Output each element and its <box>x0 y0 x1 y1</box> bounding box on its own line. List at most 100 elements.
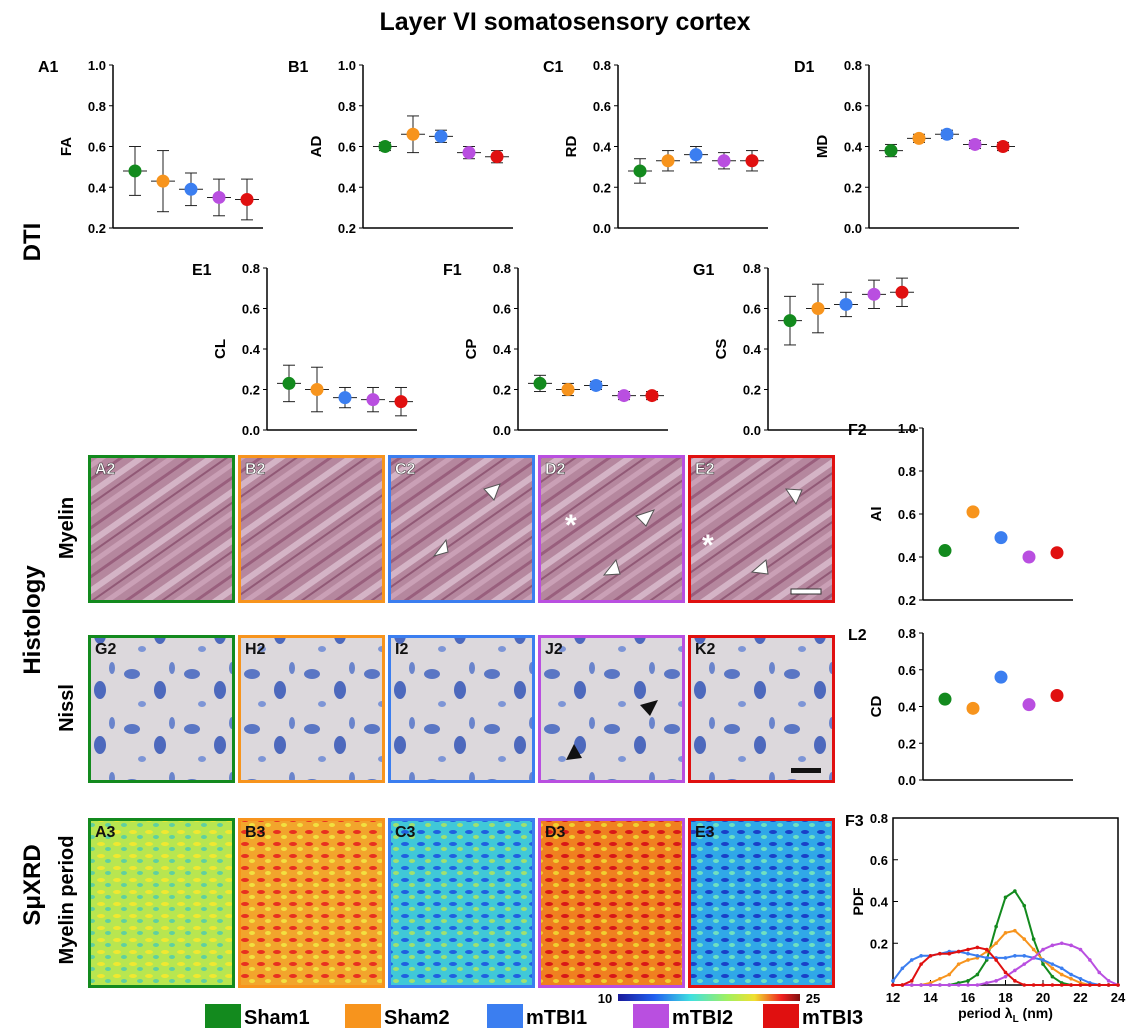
data-point <box>1116 983 1120 987</box>
data-point <box>1003 895 1008 900</box>
x-label-part: period λ <box>958 1005 1013 1021</box>
data-point <box>1050 962 1055 966</box>
y-tick-label: 0.8 <box>870 811 888 826</box>
point <box>1022 550 1036 564</box>
point <box>884 144 898 158</box>
y-label: MD <box>814 135 831 158</box>
point <box>966 505 980 519</box>
data-point <box>984 956 989 960</box>
data-point <box>1003 974 1008 979</box>
panel-label: A2 <box>95 461 116 478</box>
y-tick-label: 0.4 <box>743 342 762 357</box>
y-label: AD <box>308 136 325 158</box>
image-panel <box>388 455 535 603</box>
row-label: Myelin period <box>56 836 78 965</box>
data-point <box>956 962 961 966</box>
asterisk: * <box>565 509 577 542</box>
y-tick-label: 0.4 <box>338 180 357 195</box>
y-label: FA <box>58 137 75 156</box>
data-point <box>919 983 923 987</box>
point <box>1050 546 1064 560</box>
x-tick-label: 16 <box>961 990 975 1005</box>
x-tick-label: 14 <box>923 990 938 1005</box>
data-point <box>900 966 905 971</box>
data-point <box>938 951 942 956</box>
data-point <box>1041 983 1045 987</box>
image-panel <box>238 818 385 988</box>
y-tick-label: 0.2 <box>593 180 611 195</box>
legend-label: Sham2 <box>384 1007 450 1029</box>
legend-label: mTBI3 <box>802 1007 863 1029</box>
image-panel <box>688 818 835 988</box>
y-tick-label: 0.8 <box>338 99 356 114</box>
point <box>689 148 703 162</box>
data-point <box>1031 937 1036 941</box>
y-tick-label: 0.0 <box>844 221 862 236</box>
data-point <box>1106 983 1111 987</box>
data-point <box>1059 983 1064 987</box>
y-tick-label: 0.6 <box>593 99 611 114</box>
y-tick-label: 0.4 <box>242 342 261 357</box>
data-point <box>1003 956 1008 960</box>
row-label: SμXRD <box>19 844 46 925</box>
data-point <box>1022 937 1027 941</box>
y-tick-label: 0.0 <box>242 423 260 438</box>
data-point <box>1022 903 1027 908</box>
panel-label: F3 <box>845 813 864 830</box>
y-tick-label: 0.0 <box>743 423 761 438</box>
point <box>282 376 296 390</box>
y-tick-label: 0.6 <box>88 140 106 155</box>
y-tick-label: 0.8 <box>898 626 916 641</box>
y-tick-label: 0.6 <box>743 302 761 317</box>
point <box>966 701 980 715</box>
panel-label: G2 <box>95 641 116 658</box>
panel-label: D3 <box>545 824 566 841</box>
image-panel <box>538 455 685 603</box>
y-label: RD <box>563 136 580 158</box>
colorbar-label: 10 <box>598 991 612 1006</box>
y-tick-label: 0.6 <box>844 99 862 114</box>
data-point <box>928 953 933 958</box>
legend-label: Sham1 <box>244 1007 310 1029</box>
scale-bar <box>790 588 822 595</box>
panel-label: E3 <box>695 824 715 841</box>
x-tick-label: 24 <box>1111 990 1126 1005</box>
y-tick-label: 0.2 <box>242 383 260 398</box>
point <box>184 182 198 196</box>
legend-swatch <box>345 1004 381 1028</box>
y-tick-label: 0.8 <box>593 58 611 73</box>
point <box>366 393 380 407</box>
image-panel <box>538 635 685 783</box>
x-label-part: L <box>1013 1014 1019 1025</box>
point <box>378 140 392 153</box>
y-tick-label: 0.6 <box>898 507 916 522</box>
data-point <box>1003 931 1008 935</box>
image-panel <box>388 635 535 783</box>
panel-label: G1 <box>693 262 714 279</box>
panel-label: H2 <box>245 641 266 658</box>
data-point <box>984 981 989 985</box>
annotations: * * <box>432 483 822 773</box>
y-tick-label: 0.6 <box>338 140 356 155</box>
panel-label: D2 <box>545 461 566 478</box>
data-point <box>1013 889 1017 893</box>
panel-label: E2 <box>695 461 715 478</box>
data-point <box>1069 943 1073 948</box>
y-tick-label: 1.0 <box>338 58 356 73</box>
data-point <box>938 983 942 987</box>
point <box>240 192 254 206</box>
image-panel <box>538 818 685 988</box>
data-point <box>1088 958 1092 962</box>
data-point <box>909 958 914 962</box>
data-point <box>966 983 970 987</box>
data-point <box>966 979 970 983</box>
row-label: Nissl <box>56 684 78 732</box>
point <box>839 297 853 311</box>
data-point <box>1003 970 1008 975</box>
y-tick-label: 0.4 <box>898 700 917 715</box>
scale-bar <box>791 768 821 773</box>
x-tick-label: 22 <box>1073 990 1087 1005</box>
data-point <box>1078 976 1083 981</box>
point <box>128 164 142 178</box>
